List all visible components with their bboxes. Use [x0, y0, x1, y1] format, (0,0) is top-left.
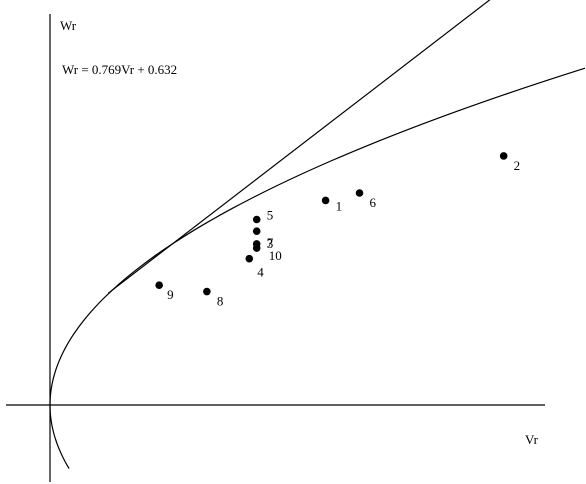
- x-axis-label: Vr: [525, 432, 539, 447]
- data-point-label-3: 3: [267, 236, 274, 251]
- data-point-2: [499, 152, 508, 160]
- data-point-label-4: 4: [257, 265, 264, 280]
- data-point-7: [252, 227, 261, 235]
- boundary-curve: [49, 67, 586, 469]
- data-point-label-7: 7: [267, 235, 274, 250]
- data-point-label-2: 2: [514, 158, 521, 173]
- data-point-label-1: 1: [336, 198, 343, 213]
- data-point-9: [155, 281, 163, 290]
- data-point-6: [355, 189, 364, 197]
- data-point-label-8: 8: [217, 294, 224, 309]
- data-point-10: [252, 244, 261, 252]
- data-point-label-10: 10: [269, 248, 282, 263]
- data-point-1: [321, 196, 330, 205]
- data-point-label-6: 6: [370, 195, 377, 210]
- data-point-label-5: 5: [267, 208, 274, 223]
- data-point-label-9: 9: [167, 287, 174, 302]
- regression-line: [107, 0, 491, 294]
- data-point-8: [203, 287, 211, 296]
- regression-equation: Wr = 0.769Vr + 0.632: [62, 62, 177, 77]
- y-axis-label: Wr: [60, 18, 77, 33]
- data-point-4: [245, 254, 254, 263]
- data-points: [155, 152, 508, 296]
- data-point-labels: 1 2 34 5 6 7 8 9 10: [167, 158, 520, 309]
- data-point-5: [252, 215, 261, 224]
